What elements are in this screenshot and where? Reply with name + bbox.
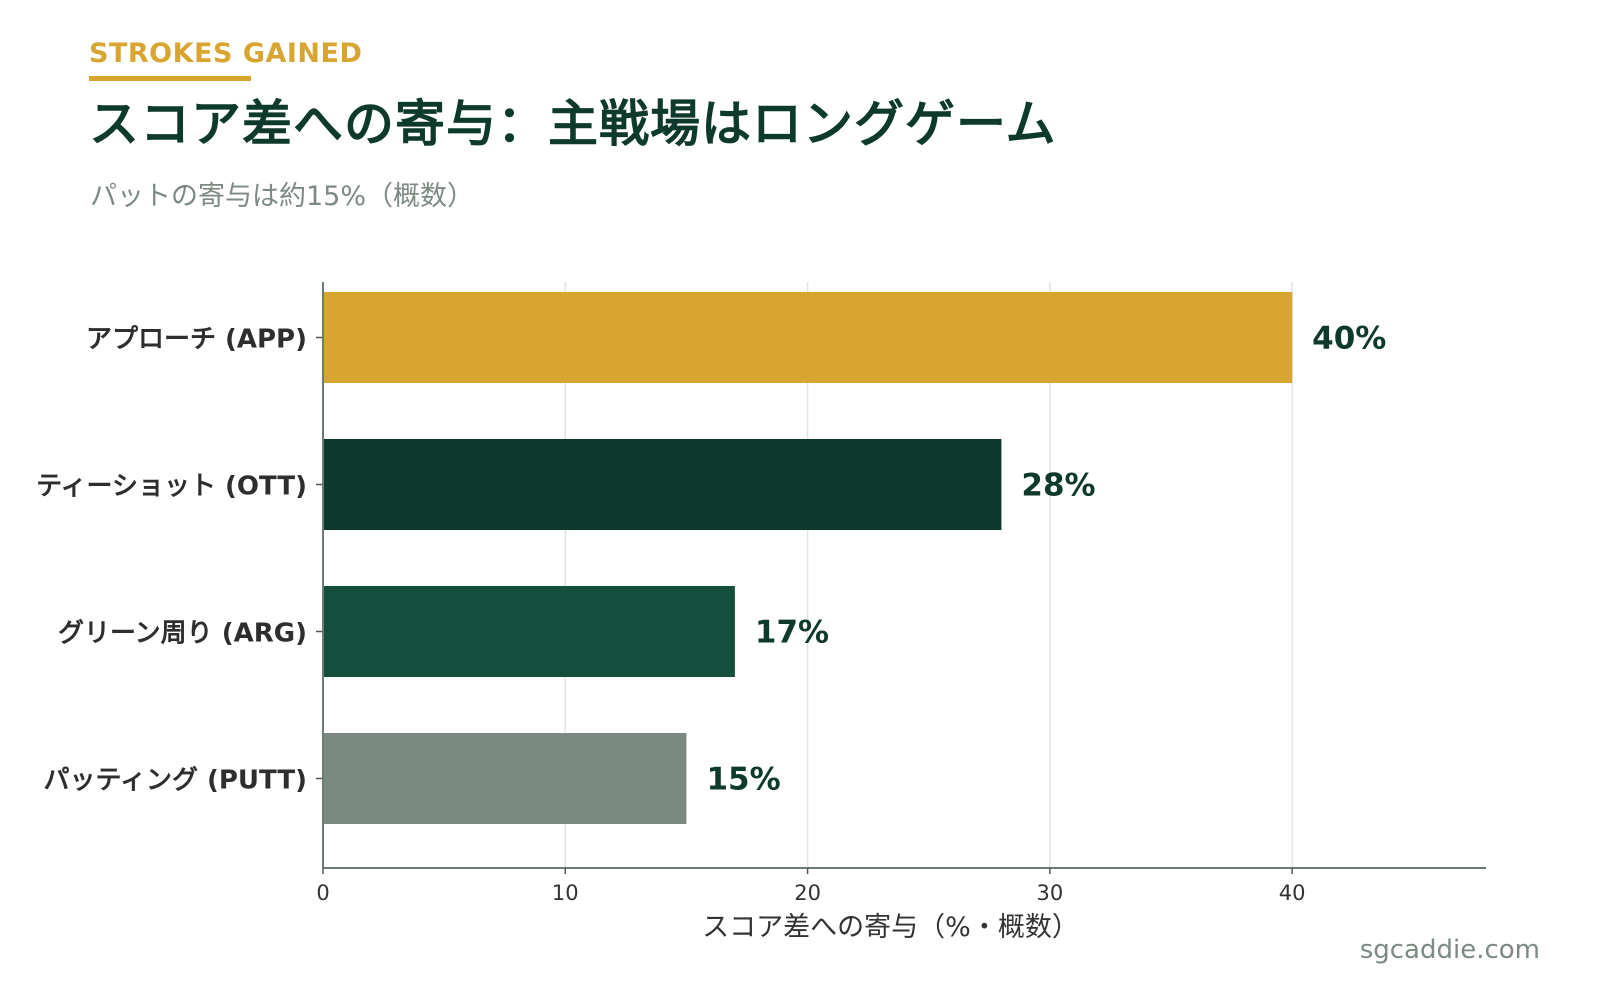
x-tick-label: 20 [794, 881, 821, 905]
x-tick-label: 40 [1279, 881, 1306, 905]
watermark: sgcaddie.com [1359, 935, 1540, 965]
category-tick-label: グリーン周り (ARG) [58, 619, 307, 649]
bars-layer [323, 292, 1293, 824]
bar [323, 586, 735, 677]
category-tick-label: アプローチ (APP) [86, 325, 307, 355]
x-tick-label: 10 [552, 881, 579, 905]
eyebrow-underline [89, 76, 251, 81]
bar-value-label: 28% [1021, 468, 1095, 504]
bar [323, 292, 1293, 383]
category-tick-label: ティーショット (OTT) [36, 472, 307, 502]
bar [323, 439, 1002, 530]
bar-value-label: 40% [1312, 321, 1386, 357]
eyebrow-label: STROKES GAINED [89, 38, 363, 69]
x-tick-label: 30 [1037, 881, 1064, 905]
bar-value-label: 15% [706, 762, 780, 798]
x-axis-title: スコア差への寄与（%・概数） [702, 912, 1079, 943]
axes-layer [316, 282, 1486, 874]
chart-subtitle: パットの寄与は約15%（概数） [90, 181, 475, 212]
chart-title: スコア差への寄与：主戦場はロングゲーム [89, 95, 1057, 153]
category-tick-label: パッティング (PUTT) [44, 766, 308, 796]
bar-value-label: 17% [755, 615, 829, 651]
labels-layer: 40% アプローチ (APP) 28% ティーショット (OTT) 17% グリーン周り … [36, 321, 1386, 944]
bar [323, 733, 687, 824]
x-tick-label: 0 [316, 881, 329, 905]
